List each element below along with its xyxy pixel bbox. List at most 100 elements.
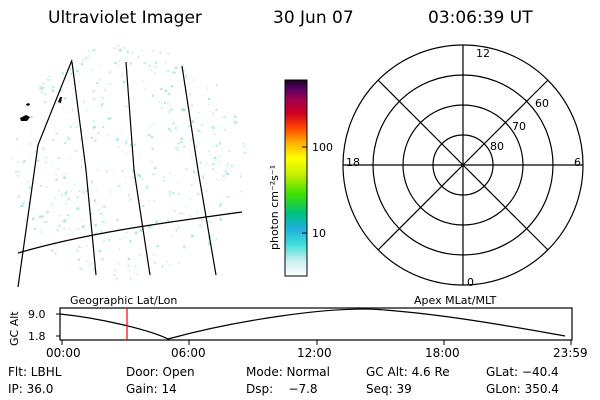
speckle-dot: [80, 267, 83, 270]
speckle-dot: [83, 192, 85, 194]
speckle-dot: [212, 112, 214, 116]
speckle-dot: [26, 233, 29, 237]
speckle-dot: [62, 106, 65, 108]
speckle-dot: [25, 277, 27, 279]
speckle-dot: [17, 195, 21, 198]
speckle-dot: [67, 136, 70, 140]
speckle-dot: [30, 116, 33, 119]
speckle-dot: [151, 160, 153, 163]
speckle-dot: [243, 151, 246, 154]
speckle-dot: [39, 47, 42, 49]
speckle-dot: [232, 65, 235, 67]
speckle-dot: [57, 168, 59, 170]
speckle-dot: [45, 186, 48, 188]
speckle-dot: [55, 173, 57, 176]
speckle-dot: [123, 46, 126, 49]
speckle-dot: [72, 88, 75, 90]
speckle-dot: [143, 62, 147, 64]
speckle-dot: [190, 104, 193, 107]
speckle-dot: [149, 125, 152, 127]
speckle-dot: [241, 45, 243, 48]
speckle-dot: [154, 61, 158, 65]
speckle-dot: [202, 176, 204, 180]
speckle-dot: [52, 86, 55, 89]
speckle-dot: [200, 131, 203, 133]
speckle-dot: [160, 107, 163, 109]
speckle-dot: [178, 192, 180, 196]
speckle-dot: [129, 240, 132, 243]
speckle-dot: [185, 75, 187, 78]
speckle-dot: [17, 108, 19, 111]
speckle-dot: [169, 172, 172, 174]
speckle-dot: [119, 48, 122, 52]
speckle-dot: [219, 142, 222, 145]
speckle-dot: [154, 66, 157, 69]
speckle-dot: [24, 219, 27, 222]
speckle-dot: [119, 238, 122, 240]
speckle-dot: [38, 215, 42, 219]
speckle-dot: [76, 207, 80, 211]
speckle-dot: [165, 61, 167, 64]
speckle-dot: [54, 267, 56, 269]
speckle-dot: [175, 228, 177, 232]
speckle-dot: [52, 89, 54, 92]
speckle-dot: [109, 190, 112, 193]
speckle-dot: [41, 91, 43, 94]
speckle-dot: [130, 279, 132, 280]
speckle-dot: [51, 55, 55, 59]
speckle-dot: [81, 62, 84, 66]
speckle-dot: [130, 277, 132, 280]
speckle-dot: [242, 52, 246, 56]
speckle-dot: [82, 101, 85, 104]
speckle-dot: [197, 129, 200, 132]
speckle-dot: [211, 126, 215, 129]
speckle-dot: [110, 83, 112, 85]
geographic-caption: Geographic Lat/Lon: [70, 294, 178, 307]
speckle-dot: [77, 228, 80, 230]
speckle-dot: [207, 220, 210, 223]
speckle-dot: [48, 44, 51, 46]
speckle-dot: [152, 173, 155, 176]
coastline-mark: [20, 115, 30, 121]
speckle-dot: [82, 59, 84, 62]
altitude-curve: [59, 308, 566, 340]
speckle-dot: [64, 218, 67, 222]
speckle-dot: [46, 78, 48, 80]
speckle-dot: [46, 221, 48, 224]
speckle-dot: [126, 50, 129, 54]
speckle-dot: [214, 146, 217, 148]
speckle-dot: [149, 224, 152, 228]
speckle-dot: [191, 139, 193, 142]
lat-lon-grid: [17, 59, 243, 288]
speckle-dot: [169, 263, 172, 266]
speckle-dot: [215, 238, 218, 241]
speckle-dot: [207, 150, 210, 152]
speckle-dot: [230, 224, 233, 227]
info-mode: Mode: Normal: [246, 365, 330, 379]
speckle-dot: [152, 253, 155, 256]
speckle-dot: [102, 205, 106, 208]
speckle-dot: [91, 262, 93, 264]
speckle-dot: [43, 101, 46, 103]
speckle-dot: [147, 134, 151, 136]
speckle-dot: [103, 89, 106, 91]
speckle-dot: [215, 108, 218, 111]
info-glat: GLat: −40.4: [486, 365, 559, 379]
speckle-dot: [244, 239, 246, 242]
speckle-dot: [126, 56, 129, 59]
speckle-dot: [13, 74, 16, 77]
speckle-dot: [23, 162, 25, 164]
speckle-dot: [213, 273, 215, 276]
altitude-ytick-label: 9.0: [28, 308, 46, 321]
speckle-dot: [154, 261, 156, 264]
speckle-dot: [213, 159, 216, 161]
speckle-dot: [32, 217, 35, 221]
meridian-line: [125, 61, 151, 276]
speckle-dot: [75, 149, 77, 152]
speckle-dot: [63, 176, 66, 179]
speckle-dot: [239, 175, 242, 178]
instrument-title: Ultraviolet Imager: [48, 8, 202, 28]
speckle-dot: [151, 94, 154, 97]
coastline-marks: [20, 97, 62, 121]
